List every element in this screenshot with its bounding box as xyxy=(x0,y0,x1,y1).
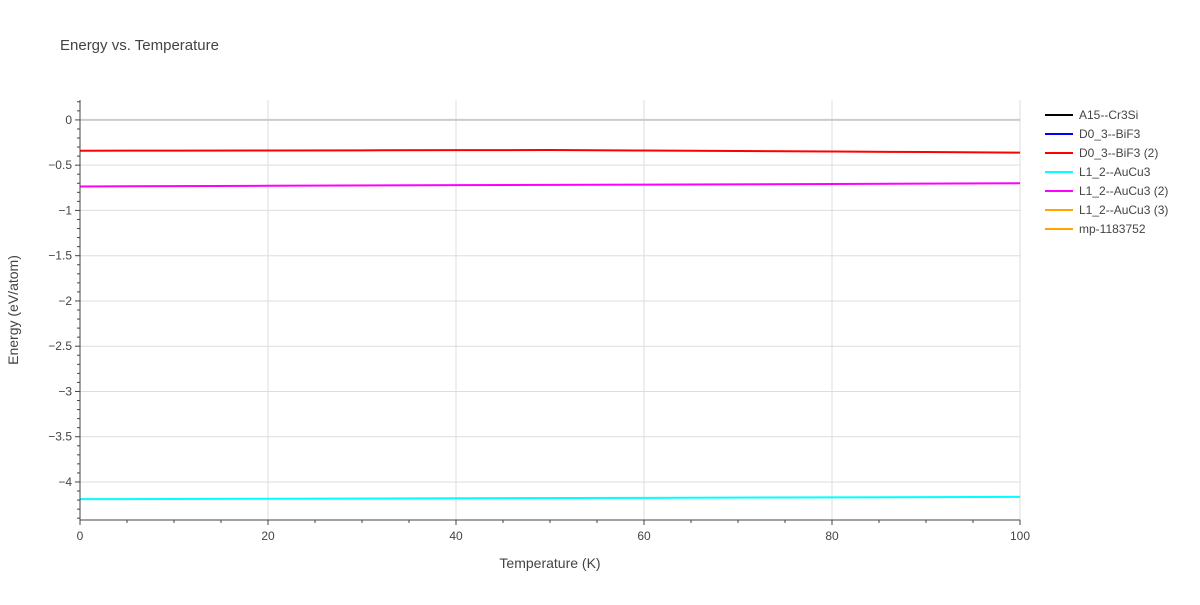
chart-title: Energy vs. Temperature xyxy=(60,37,219,54)
y-axis-title: Energy (eV/atom) xyxy=(5,255,21,365)
x-tick-label: 40 xyxy=(449,529,463,543)
plot-series xyxy=(79,149,1021,501)
axes: 0 20 40 60 80 100 0 −0.5 −1 −1.5 −2 −2.5 −3 −3.5 −4 xyxy=(48,100,1030,543)
legend-item[interactable]: L1_2--AuCu3 (2) xyxy=(1045,184,1168,198)
legend-label: A15--Cr3Si xyxy=(1079,108,1138,122)
series-line xyxy=(79,149,1021,154)
legend-label: D0_3--BiF3 (2) xyxy=(1079,146,1158,160)
legend-label: D0_3--BiF3 xyxy=(1079,127,1141,141)
y-tick-label: −1.5 xyxy=(48,249,72,263)
y-tick-label: −2.5 xyxy=(48,339,72,353)
legend-item[interactable]: L1_2--AuCu3 xyxy=(1045,165,1151,179)
legend-item[interactable]: mp-1183752 xyxy=(1045,222,1146,236)
legend-item[interactable]: A15--Cr3Si xyxy=(1045,108,1138,122)
legend[interactable]: A15--Cr3Si D0_3--BiF3 D0_3--BiF3 (2) L1_2--… xyxy=(1045,108,1168,236)
legend-item[interactable]: D0_3--BiF3 (2) xyxy=(1045,146,1158,160)
x-tick-label: 80 xyxy=(825,529,839,543)
x-tick-label: 0 xyxy=(77,529,84,543)
x-tick-label: 60 xyxy=(637,529,651,543)
y-tick-label: −3 xyxy=(58,384,72,398)
legend-label: mp-1183752 xyxy=(1079,222,1146,236)
x-tick-label: 100 xyxy=(1010,529,1030,543)
x-axis-title: Temperature (K) xyxy=(499,555,600,571)
x-tick-label: 20 xyxy=(261,529,275,543)
y-tick-label: −3.5 xyxy=(48,430,72,444)
legend-label: L1_2--AuCu3 xyxy=(1079,165,1151,179)
y-tick-label: −2 xyxy=(58,294,72,308)
legend-label: L1_2--AuCu3 (3) xyxy=(1079,203,1168,217)
legend-item[interactable]: L1_2--AuCu3 (3) xyxy=(1045,203,1168,217)
y-tick-label: −0.5 xyxy=(48,158,72,172)
y-tick-label: 0 xyxy=(65,113,72,127)
y-tick-label: −4 xyxy=(58,475,72,489)
y-tick-label: −1 xyxy=(58,203,72,217)
series-line xyxy=(79,495,1021,501)
legend-item[interactable]: D0_3--BiF3 xyxy=(1045,127,1141,141)
series-line xyxy=(79,182,1021,188)
legend-label: L1_2--AuCu3 (2) xyxy=(1079,184,1168,198)
grid-lines xyxy=(80,100,1021,520)
